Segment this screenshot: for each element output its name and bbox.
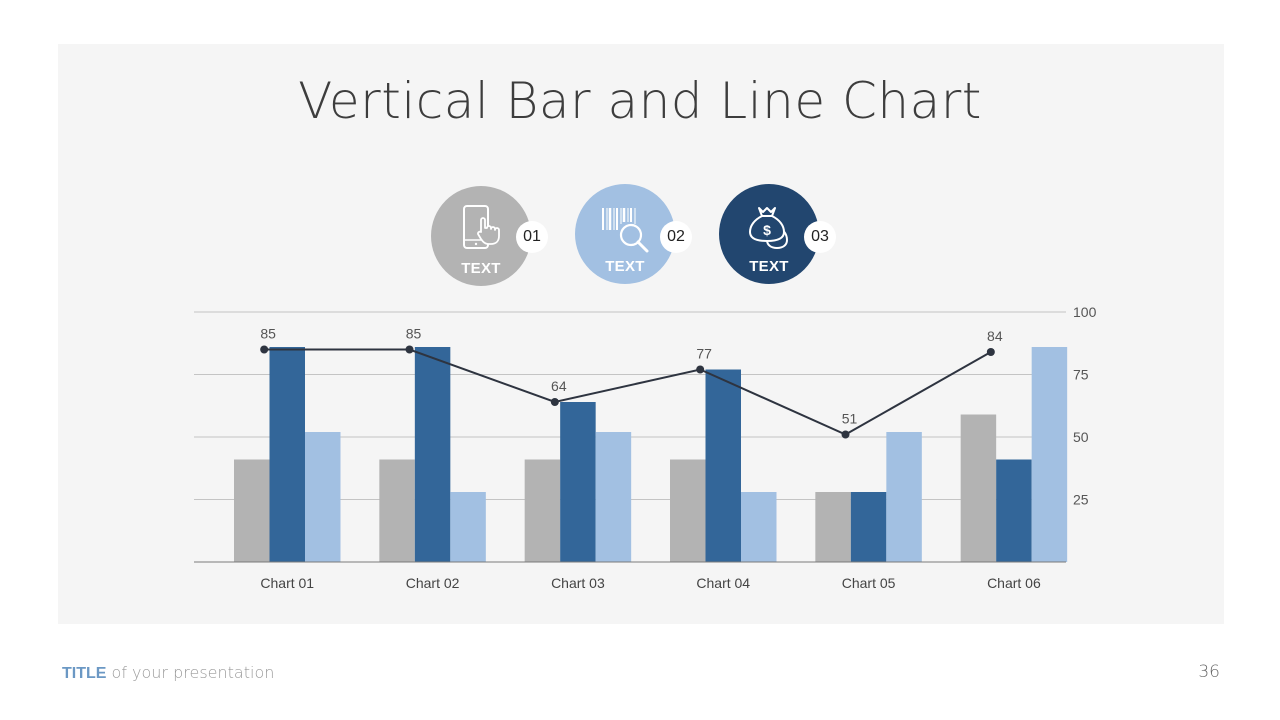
svg-text:$: $	[763, 222, 771, 238]
data-label: 85	[260, 326, 276, 342]
y-tick-label: 25	[1073, 492, 1089, 508]
feature-number-badge: 03	[804, 221, 836, 253]
data-label: 64	[551, 378, 567, 394]
bar	[886, 432, 922, 562]
bar	[741, 492, 777, 562]
bar	[960, 414, 997, 562]
x-tick-label: Chart 06	[987, 575, 1041, 591]
money-bags-icon: $	[748, 207, 789, 250]
bar	[379, 459, 415, 562]
y-tick-label: 75	[1073, 367, 1089, 383]
footer-title-rest: of your presentation	[106, 663, 275, 682]
feature-number-badge: 02	[660, 221, 692, 253]
feature-label: TEXT	[461, 260, 501, 277]
feature-number-badge: 01	[516, 221, 548, 253]
bar	[996, 459, 1032, 562]
feature-circle-1: TEXT	[431, 186, 531, 286]
mobile-touch-icon	[463, 205, 500, 249]
line-point	[841, 430, 850, 439]
page-number: 36	[1198, 662, 1220, 682]
feature-label: TEXT	[605, 258, 645, 275]
line-point	[550, 398, 559, 406]
y-tick-label: 100	[1073, 304, 1097, 320]
feature-label: TEXT	[749, 258, 789, 275]
footer-title: TITLE of your presentation	[62, 663, 274, 683]
page-title: Vertical Bar and Line Chart	[298, 72, 982, 130]
bar	[414, 347, 451, 562]
data-label: 85	[406, 326, 422, 342]
bar	[560, 402, 596, 562]
x-tick-label: Chart 03	[551, 575, 605, 591]
bar	[1031, 347, 1068, 562]
bar	[670, 459, 706, 562]
x-tick-label: Chart 01	[260, 575, 314, 591]
x-tick-label: Chart 02	[406, 575, 460, 591]
bar	[305, 432, 341, 562]
bar	[705, 369, 741, 562]
data-label: 84	[987, 328, 1003, 344]
footer-title-strong: TITLE	[62, 665, 107, 682]
data-label: 77	[696, 346, 712, 362]
x-tick-label: Chart 05	[842, 575, 896, 591]
line-point	[260, 345, 269, 354]
data-label: 51	[842, 411, 858, 427]
line-point	[986, 348, 995, 356]
x-tick-label: Chart 04	[696, 575, 750, 591]
line-point	[405, 345, 414, 354]
bar	[524, 459, 561, 562]
bar	[595, 432, 632, 562]
barcode-search-icon	[602, 208, 649, 253]
bar	[815, 492, 851, 562]
bar	[234, 459, 270, 562]
line-point	[696, 365, 705, 374]
bar	[850, 492, 887, 562]
feature-circle-3: $ TEXT	[719, 184, 819, 284]
y-tick-label: 50	[1073, 429, 1089, 445]
bar	[269, 347, 305, 562]
bar	[450, 492, 486, 562]
line-series	[264, 348, 992, 436]
feature-circle-2: TEXT	[575, 184, 675, 284]
